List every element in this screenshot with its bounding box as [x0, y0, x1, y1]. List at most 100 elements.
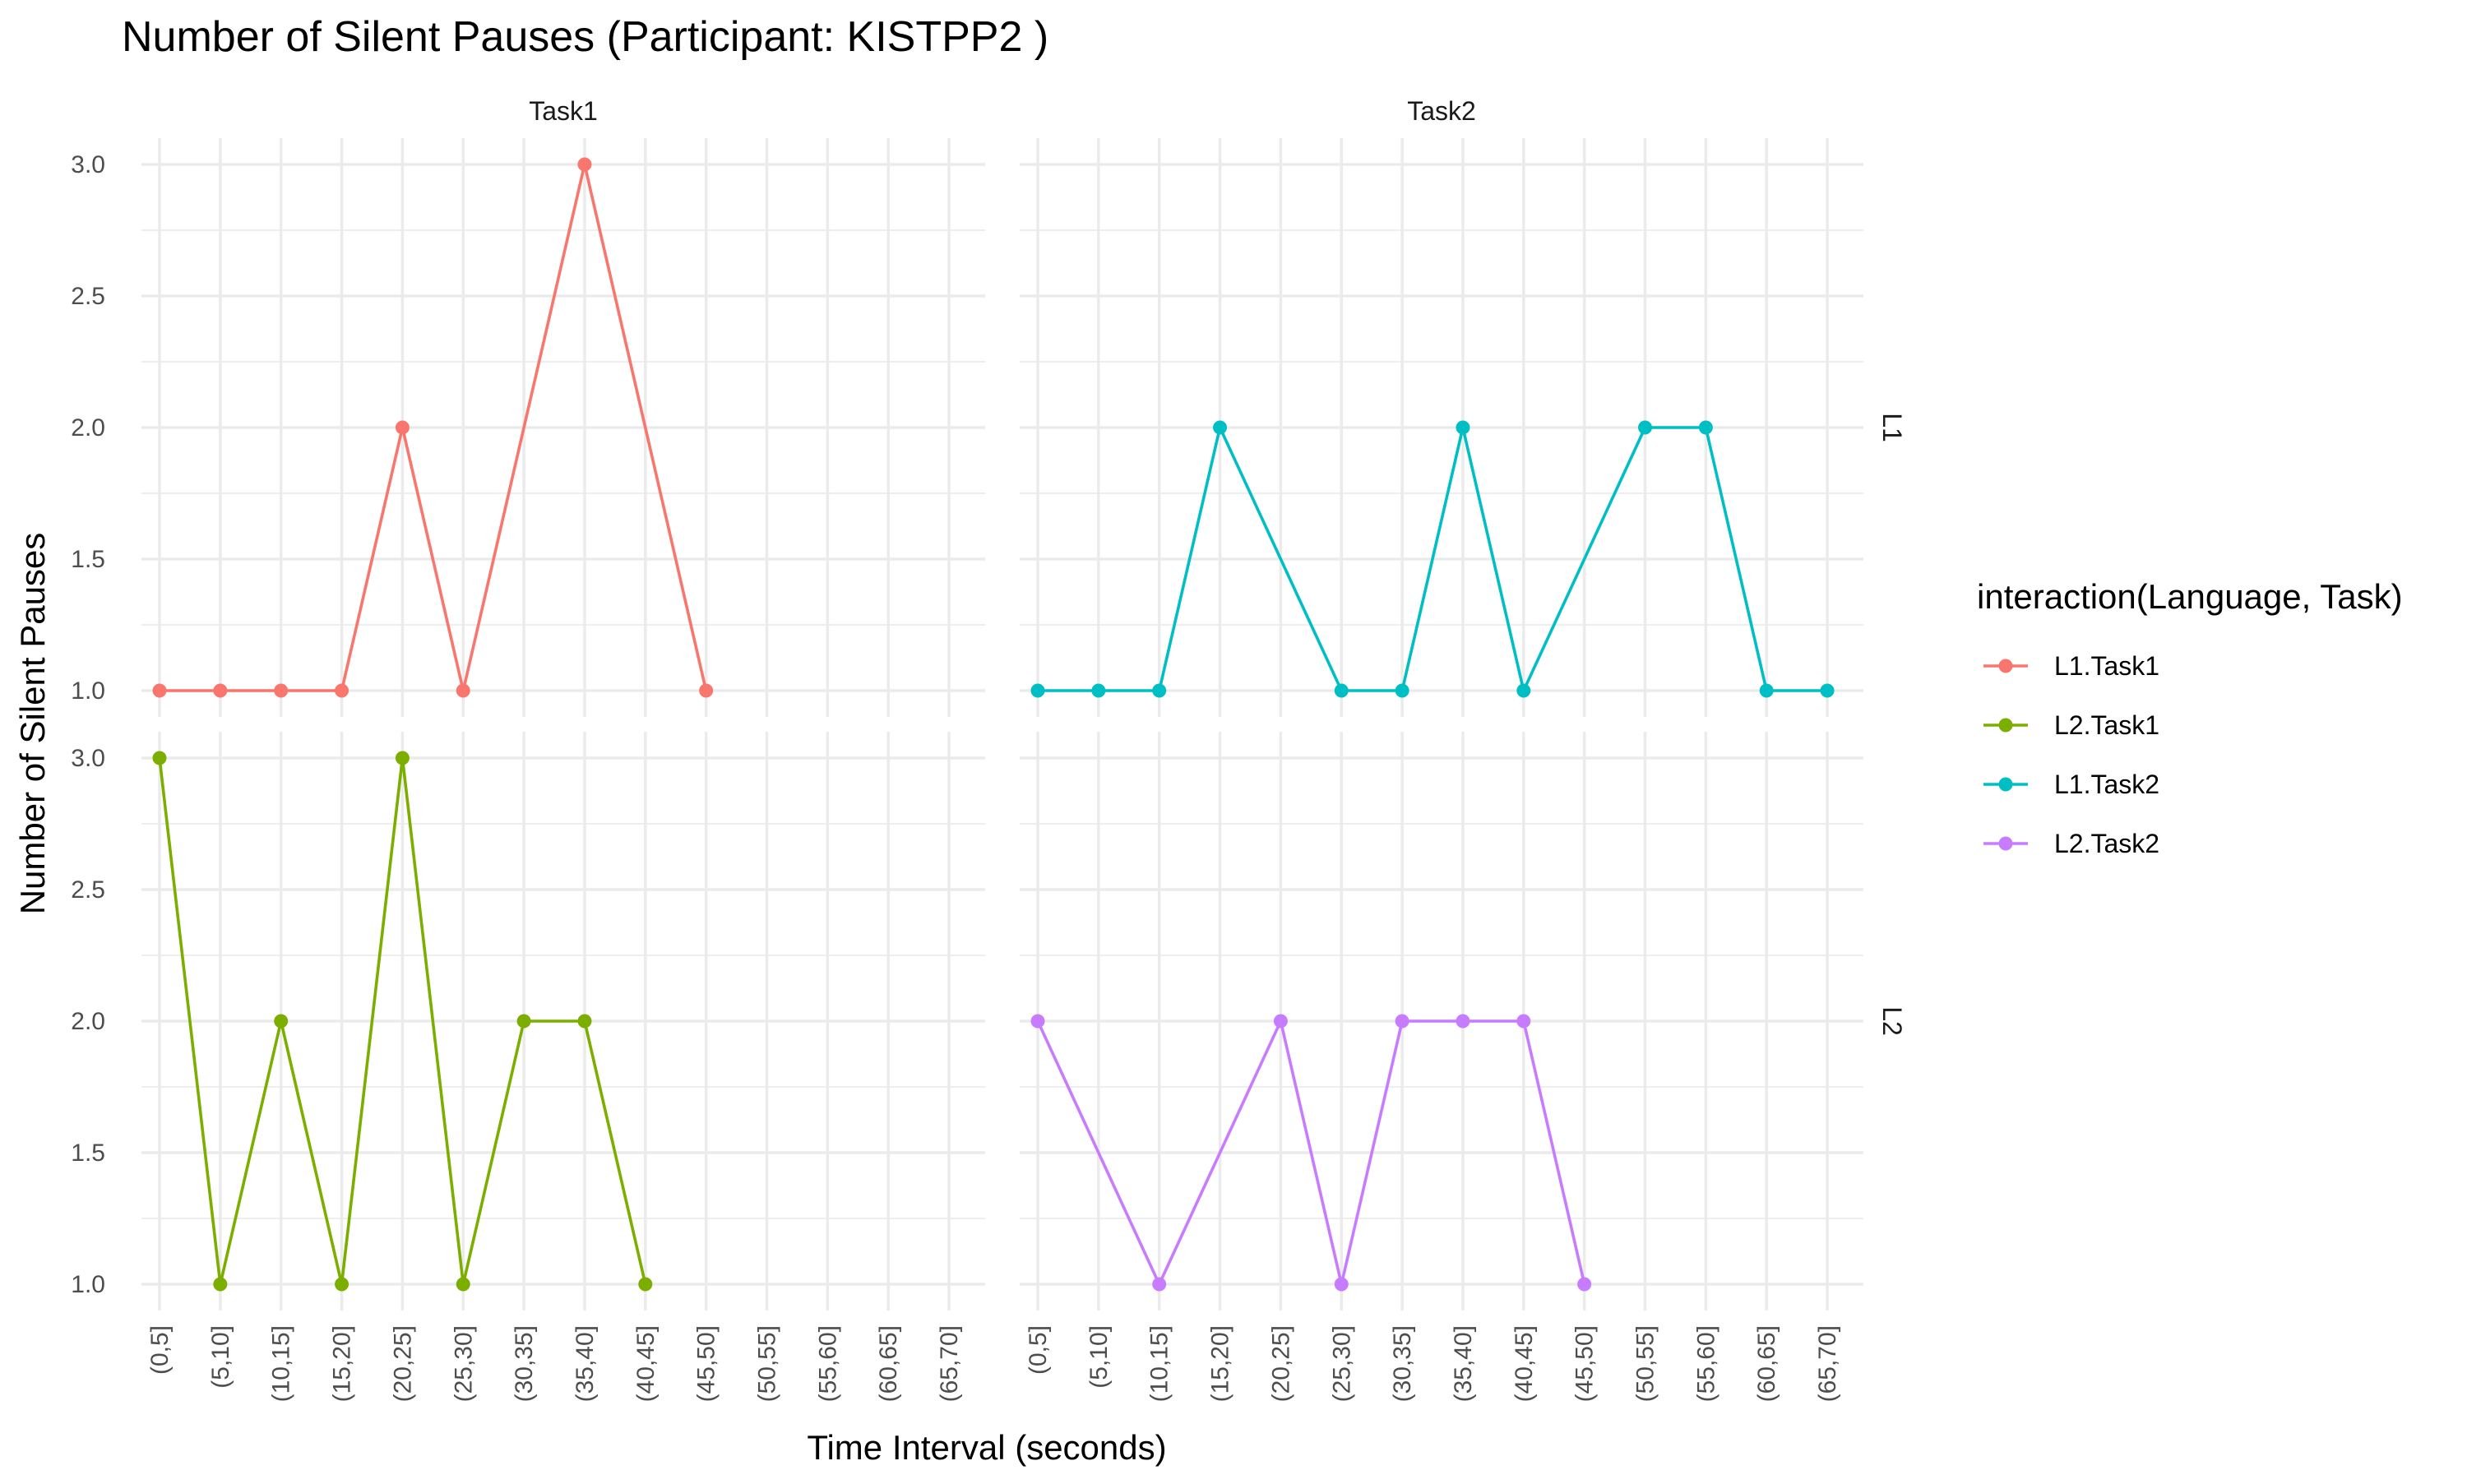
legend-label: L2.Task2	[2054, 829, 2159, 858]
series-L2.Task2	[1030, 1014, 1592, 1292]
facet-strip-L2: L2	[1877, 1006, 1907, 1036]
series-L1.Task1	[152, 157, 714, 698]
panel-L1-Task2	[1020, 138, 1863, 717]
x-tick-label: (15,20]	[329, 1325, 356, 1402]
x-axis-title: Time Interval (seconds)	[807, 1428, 1166, 1467]
series-line-L2.Task2	[1036, 1019, 1586, 1286]
x-tick-label: (10,15]	[1146, 1325, 1173, 1402]
data-point-L2.Task2	[1334, 1277, 1349, 1292]
x-tick-label: (60,65]	[1753, 1325, 1780, 1402]
x-tick-label: (10,15]	[268, 1325, 295, 1402]
data-point-L2.Task2	[1395, 1014, 1409, 1029]
panel-L1-Task1	[141, 138, 985, 717]
x-tick-label: (65,70]	[1814, 1325, 1841, 1402]
data-point-L1.Task2	[1638, 420, 1652, 435]
legend-label: L2.Task1	[2054, 710, 2159, 740]
legend: interaction(Language, Task) L1.Task1 L2.T…	[1977, 577, 2403, 858]
legend-key-point	[1998, 718, 2013, 733]
legend-title: interaction(Language, Task)	[1977, 577, 2403, 616]
x-tick-label: (30,35]	[1389, 1325, 1416, 1402]
facet-strip-Task1: Task1	[529, 96, 598, 126]
series-L1.Task2	[1030, 420, 1835, 698]
data-point-L2.Task1	[335, 1277, 349, 1292]
chart-title: Number of Silent Pauses (Participant: KI…	[122, 13, 1048, 61]
x-tick-label: (65,70]	[936, 1325, 963, 1402]
legend-item-L1.Task1: L1.Task1	[1983, 651, 2159, 681]
legend-item-L1.Task2: L1.Task2	[1983, 770, 2159, 799]
y-tick-label: 1.5	[71, 1140, 105, 1167]
x-tick-label: (15,20]	[1207, 1325, 1234, 1402]
x-tick-label: (20,25]	[389, 1325, 416, 1402]
data-point-L1.Task2	[1030, 683, 1045, 698]
facet-strip-Task2: Task2	[1407, 96, 1476, 126]
x-tick-label: (25,30]	[450, 1325, 477, 1402]
data-point-L2.Task1	[456, 1277, 470, 1292]
y-tick-label: 2.5	[71, 283, 105, 310]
data-point-L2.Task1	[395, 751, 410, 765]
x-tick-label: (45,50]	[693, 1325, 720, 1402]
y-tick-label: 3.0	[71, 745, 105, 772]
data-point-L1.Task2	[1213, 420, 1228, 435]
legend-key-point	[1998, 836, 2013, 851]
x-tick-label: (40,45]	[632, 1325, 660, 1402]
data-point-L1.Task1	[213, 683, 228, 698]
data-point-L1.Task2	[1516, 683, 1531, 698]
x-tick-label: (60,65]	[875, 1325, 902, 1402]
series-line-L1.Task2	[1038, 426, 1828, 692]
data-point-L1.Task1	[152, 683, 167, 698]
x-tick-label: (5,10]	[207, 1325, 234, 1389]
legend-key-point	[1998, 777, 2013, 792]
facet-strip-L1: L1	[1877, 413, 1907, 442]
data-point-L2.Task1	[638, 1277, 653, 1292]
data-point-L2.Task2	[1152, 1277, 1167, 1292]
data-point-L2.Task1	[577, 1014, 592, 1029]
x-tick-label: (40,45]	[1511, 1325, 1538, 1402]
x-tick-label: (20,25]	[1267, 1325, 1294, 1402]
y-tick-label: 1.5	[71, 546, 105, 573]
data-point-L1.Task2	[1395, 683, 1409, 698]
data-point-L1.Task2	[1334, 683, 1349, 698]
y-tick-label: 1.0	[71, 677, 105, 705]
x-tick-label: (30,35]	[511, 1325, 538, 1402]
legend-label: L1.Task2	[2054, 770, 2159, 799]
data-point-L1.Task2	[1759, 683, 1774, 698]
data-point-L2.Task2	[1030, 1014, 1045, 1029]
series-L2.Task1	[152, 751, 653, 1292]
data-point-L1.Task2	[1698, 420, 1713, 435]
data-point-L2.Task2	[1577, 1277, 1592, 1292]
data-point-L2.Task1	[274, 1014, 289, 1029]
data-point-L1.Task2	[1152, 683, 1167, 698]
x-tick-label: (35,40]	[1450, 1325, 1477, 1402]
data-point-L2.Task2	[1516, 1014, 1531, 1029]
data-point-L2.Task2	[1456, 1014, 1470, 1029]
legend-item-L2.Task1: L2.Task1	[1983, 710, 2159, 740]
data-point-L2.Task1	[152, 751, 167, 765]
series-line-L1.Task1	[160, 163, 708, 692]
panel-L2-Task2	[1020, 732, 1863, 1311]
x-tick-label: (50,55]	[754, 1325, 781, 1402]
y-tick-label: 2.0	[71, 1008, 105, 1035]
facet-panels: 1.0 1.5 2.0 2.5 3.0 1.0 1.5 2.0 2.5 3.0 (0,5] (5,10…	[71, 96, 1907, 1402]
legend-key-point	[1998, 659, 2013, 673]
x-tick-label: (35,40]	[572, 1325, 599, 1402]
data-point-L2.Task1	[213, 1277, 228, 1292]
x-tick-label: (0,5]	[1025, 1325, 1052, 1375]
x-tick-label: (55,60]	[1692, 1325, 1719, 1402]
legend-label: L1.Task1	[2054, 651, 2159, 681]
data-point-L1.Task1	[577, 157, 592, 172]
x-tick-label: (0,5]	[146, 1325, 174, 1375]
data-point-L1.Task1	[274, 683, 289, 698]
y-tick-label: 3.0	[71, 151, 105, 178]
x-tick-label: (25,30]	[1328, 1325, 1355, 1402]
x-tick-label: (50,55]	[1632, 1325, 1659, 1402]
x-tick-label: (5,10]	[1085, 1325, 1113, 1389]
x-tick-label: (45,50]	[1571, 1325, 1599, 1402]
data-point-L1.Task1	[395, 420, 410, 435]
data-point-L1.Task1	[699, 683, 714, 698]
data-point-L2.Task2	[1273, 1014, 1288, 1029]
x-tick-label: (55,60]	[814, 1325, 841, 1402]
data-point-L1.Task1	[456, 683, 470, 698]
legend-items: L1.Task1 L2.Task1 L1.Task2 L2.Task2	[1983, 651, 2159, 858]
